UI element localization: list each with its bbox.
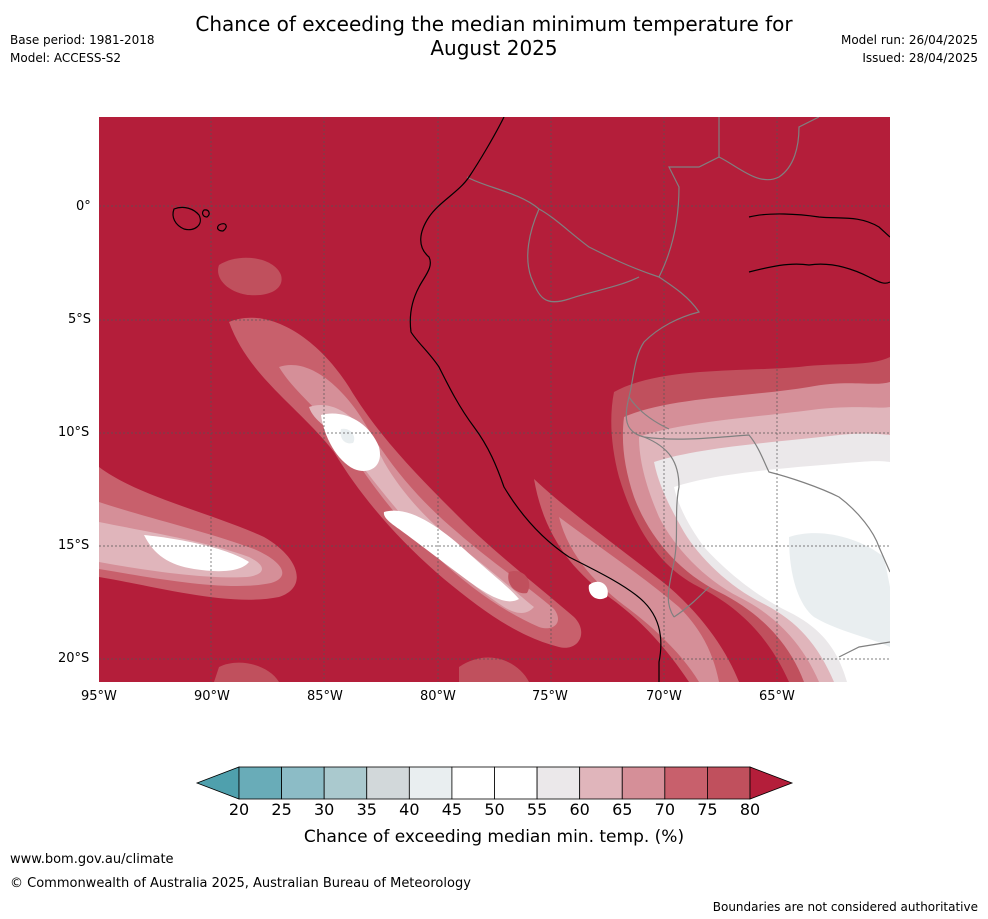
probability-contours	[99, 257, 890, 682]
disclaimer-text: Boundaries are not considered authoritat…	[712, 900, 978, 914]
colorbar-label: Chance of exceeding median min. temp. (%…	[303, 827, 685, 847]
lat-label-0: 0°	[76, 199, 91, 214]
colorbar-tick-label: 80	[739, 800, 761, 819]
colorbar-tick-label: 55	[526, 800, 548, 819]
lon-label-65w: 65°W	[759, 689, 795, 704]
colorbar-segment	[536, 766, 581, 800]
colorbar-segment	[621, 766, 666, 800]
probability-map	[99, 117, 890, 682]
lat-label-5s: 5°S	[68, 312, 92, 327]
lon-label-85w: 85°W	[307, 689, 343, 704]
colorbar-segment	[238, 766, 282, 800]
colorbar-segment	[408, 766, 453, 800]
copyright-text: © Commonwealth of Australia 2025, Austra…	[10, 876, 471, 891]
colorbar-tick-label: 20	[228, 800, 250, 819]
model-text: Model: ACCESS-S2	[10, 51, 122, 65]
issued-text: Issued: 28/04/2025	[862, 51, 978, 65]
colorbar-ticks: 20 25 30 35 40 45 50 55 60 65 70 75 80	[195, 800, 795, 822]
country-borders	[466, 117, 890, 658]
colorbar-tick-label: 75	[697, 800, 718, 819]
lat-label-20s: 20°S	[58, 651, 90, 666]
colorbar-low-extend	[195, 766, 240, 800]
lon-label-70w: 70°W	[646, 689, 682, 704]
colorbar-tick-label: 30	[313, 800, 335, 819]
colorbar-segment	[707, 766, 751, 800]
colorbar-tick-label: 50	[484, 800, 505, 819]
colorbar-tick-label: 35	[356, 800, 377, 819]
colorbar-tick-label: 45	[441, 800, 463, 819]
colorbar-tick-label: 70	[654, 800, 675, 819]
lon-label-80w: 80°W	[420, 689, 456, 704]
colorbar-segment	[451, 766, 495, 800]
lat-label-15s: 15°S	[58, 538, 90, 553]
colorbar-segment	[323, 766, 368, 800]
website-text: www.bom.gov.au/climate	[10, 852, 174, 867]
colorbar-tick-label: 40	[399, 800, 420, 819]
colorbar-segment	[579, 766, 623, 800]
lon-label-75w: 75°W	[532, 689, 568, 704]
coastline	[172, 117, 890, 682]
lon-label-90w: 90°W	[194, 689, 230, 704]
colorbar-tick-label: 60	[569, 800, 590, 819]
lat-label-10s: 10°S	[58, 425, 90, 440]
colorbar-segment	[664, 766, 708, 800]
colorbar-segment	[366, 766, 410, 800]
colorbar-tick-label: 25	[271, 800, 292, 819]
title-line-1: Chance of exceeding the median minimum t…	[195, 12, 793, 36]
model-run-text: Model run: 26/04/2025	[840, 33, 978, 47]
page-title: Chance of exceeding the median minimum t…	[0, 12, 988, 60]
colorbar-segment	[281, 766, 325, 800]
colorbar-segment	[494, 766, 538, 800]
colorbar	[195, 766, 794, 800]
title-line-2: August 2025	[430, 36, 558, 60]
lon-label-95w: 95°W	[81, 689, 117, 704]
base-period-text: Base period: 1981-2018	[10, 33, 155, 47]
colorbar-high-extend	[749, 766, 794, 800]
colorbar-tick-label: 65	[612, 800, 633, 819]
